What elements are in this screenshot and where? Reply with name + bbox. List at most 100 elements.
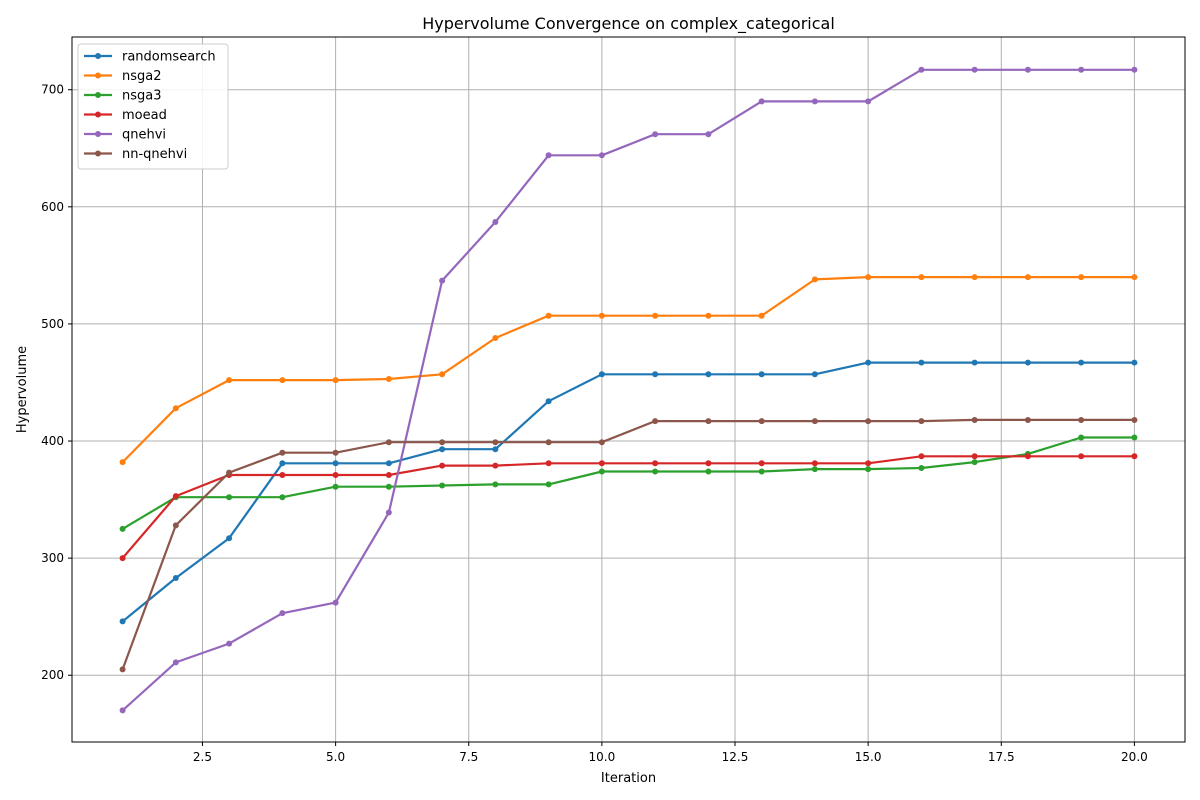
legend-label: nsga3 — [122, 89, 162, 104]
data-point — [971, 274, 978, 281]
data-point — [279, 610, 286, 617]
y-axis-ticks: 200 300 400 500 600 700 — [41, 83, 72, 682]
data-point — [439, 482, 446, 489]
data-point — [385, 509, 392, 516]
data-point — [652, 460, 659, 467]
data-point — [865, 418, 872, 425]
data-point — [1078, 359, 1085, 366]
legend-label: nn-qnehvi — [122, 147, 187, 162]
data-point — [439, 439, 446, 446]
data-point — [865, 359, 872, 366]
x-axis-ticks: 2.5 5.0 7.5 10.0 12.5 15.0 17.5 20.0 — [193, 742, 1148, 764]
data-point — [652, 371, 659, 378]
legend-swatch-marker — [95, 53, 101, 59]
legend-item: moead — [84, 108, 167, 123]
data-point — [1078, 274, 1085, 281]
data-point — [172, 522, 179, 529]
data-point — [598, 152, 605, 159]
data-point — [918, 66, 925, 73]
data-point — [332, 377, 339, 384]
legend-label: randomsearch — [122, 50, 216, 65]
x-axis-label: Iteration — [601, 771, 656, 786]
legend-swatch-marker — [95, 92, 101, 98]
data-point — [119, 555, 126, 562]
x-tick-label: 7.5 — [459, 750, 478, 764]
x-tick-label: 17.5 — [988, 750, 1015, 764]
series-line — [121, 68, 1135, 712]
legend-swatch-marker — [95, 72, 101, 79]
data-point — [598, 371, 605, 378]
x-tick-label: 12.5 — [722, 750, 749, 764]
data-point — [598, 460, 605, 467]
data-point — [918, 274, 925, 281]
data-point — [705, 312, 712, 319]
data-point — [172, 405, 179, 412]
data-point — [1024, 416, 1031, 423]
chart-title: Hypervolume Convergence on complex_categ… — [422, 14, 835, 34]
data-point — [598, 468, 605, 475]
data-point — [1024, 359, 1031, 366]
data-point — [705, 371, 712, 378]
data-point — [652, 468, 659, 475]
y-tick-label: 600 — [41, 200, 64, 214]
x-tick-label: 20.0 — [1121, 750, 1148, 764]
series-nsga2 — [119, 274, 1138, 466]
series-randomsearch — [119, 359, 1138, 625]
data-point — [705, 418, 712, 425]
data-point — [439, 371, 446, 378]
data-point — [811, 98, 818, 105]
data-point — [1078, 416, 1085, 423]
legend-swatch-marker — [95, 131, 101, 137]
legend-label: moead — [122, 108, 167, 123]
data-point — [492, 219, 499, 226]
data-point — [332, 471, 339, 478]
data-point — [279, 377, 286, 384]
x-tick-label: 15.0 — [855, 750, 882, 764]
data-point — [652, 131, 659, 138]
data-point — [226, 494, 233, 501]
data-point — [705, 468, 712, 475]
data-point — [119, 525, 126, 532]
data-point — [119, 618, 126, 625]
data-point — [545, 398, 552, 405]
data-point — [971, 459, 978, 466]
data-point — [492, 462, 499, 469]
data-point — [1131, 416, 1138, 423]
data-point — [545, 152, 552, 159]
data-point — [172, 493, 179, 500]
data-point — [1131, 274, 1138, 281]
data-point — [652, 418, 659, 425]
data-point — [1024, 453, 1031, 460]
data-point — [598, 439, 605, 446]
data-point — [971, 66, 978, 73]
data-point — [279, 494, 286, 501]
data-point — [385, 460, 392, 467]
data-point — [172, 575, 179, 582]
data-point — [1078, 453, 1085, 460]
data-point — [811, 466, 818, 473]
data-point — [439, 446, 446, 453]
data-point — [865, 466, 872, 473]
data-point — [385, 471, 392, 478]
data-point — [492, 439, 499, 446]
data-point — [492, 334, 499, 341]
legend-label: nsga2 — [122, 69, 162, 84]
data-point — [758, 460, 765, 467]
data-point — [811, 460, 818, 467]
data-point — [758, 418, 765, 425]
data-point — [1131, 66, 1138, 73]
data-point — [119, 666, 126, 673]
data-point — [119, 707, 126, 714]
data-point — [279, 460, 286, 467]
legend-item: nsga2 — [84, 69, 162, 84]
legend-label: qnehvi — [122, 128, 166, 143]
x-tick-label: 5.0 — [326, 750, 345, 764]
legend-swatch-marker — [95, 150, 101, 157]
data-point — [332, 483, 339, 490]
y-tick-label: 200 — [41, 668, 64, 682]
data-point — [385, 375, 392, 382]
data-point — [279, 471, 286, 478]
plot-area-frame — [71, 36, 1186, 743]
data-point — [545, 481, 552, 488]
data-point — [332, 449, 339, 456]
